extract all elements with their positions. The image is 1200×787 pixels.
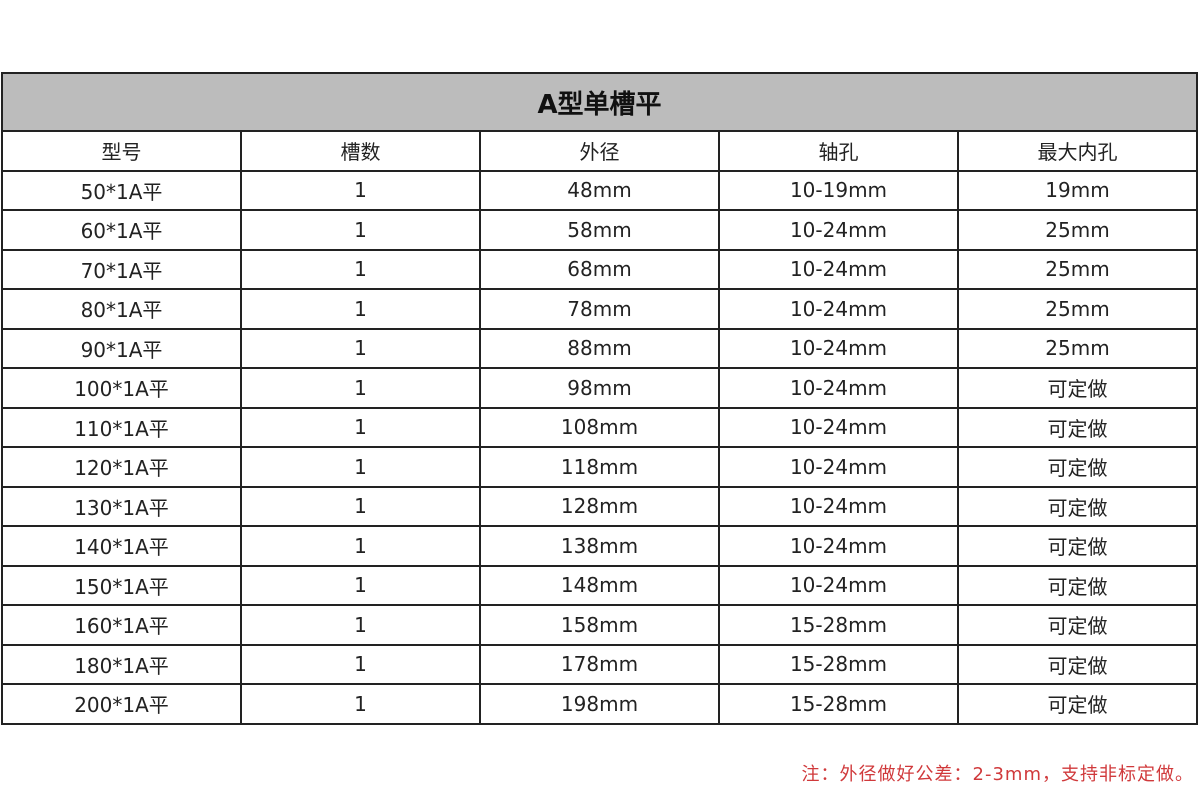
- table-cell: 可定做: [957, 604, 1198, 646]
- table-cell: 10-24mm: [718, 288, 959, 330]
- table-row: 160*1A平 1 158mm 15-28mm 可定做: [1, 604, 1198, 646]
- table-cell: 68mm: [479, 248, 720, 290]
- table-cell: 可定做: [957, 683, 1198, 725]
- table-cell: 10-24mm: [718, 367, 959, 409]
- table-cell: 108mm: [479, 406, 720, 448]
- table-cell: 148mm: [479, 564, 720, 606]
- table-cell: 25mm: [957, 327, 1198, 369]
- table-cell: 110*1A平: [1, 406, 242, 448]
- table-cell: 10-24mm: [718, 485, 959, 527]
- table-cell: 10-24mm: [718, 248, 959, 290]
- table-cell: 10-24mm: [718, 406, 959, 448]
- table-cell: 120*1A平: [1, 446, 242, 488]
- table-cell: 130*1A平: [1, 485, 242, 527]
- table-cell: 128mm: [479, 485, 720, 527]
- table-cell: 1: [240, 367, 481, 409]
- table-cell: 19mm: [957, 169, 1198, 211]
- table-row: 150*1A平 1 148mm 10-24mm 可定做: [1, 564, 1198, 606]
- table-row: 100*1A平 1 98mm 10-24mm 可定做: [1, 367, 1198, 409]
- table-cell: 98mm: [479, 367, 720, 409]
- table-cell: 1: [240, 525, 481, 567]
- table-cell: 1: [240, 564, 481, 606]
- table-cell: 1: [240, 446, 481, 488]
- table-row: 120*1A平 1 118mm 10-24mm 可定做: [1, 446, 1198, 488]
- table-cell: 可定做: [957, 643, 1198, 685]
- table-cell: 140*1A平: [1, 525, 242, 567]
- table-cell: 1: [240, 683, 481, 725]
- table-cell: 可定做: [957, 564, 1198, 606]
- table-cell: 可定做: [957, 525, 1198, 567]
- table-cell: 1: [240, 604, 481, 646]
- table-cell: 1: [240, 643, 481, 685]
- table-cell: 10-24mm: [718, 327, 959, 369]
- table-cell: 78mm: [479, 288, 720, 330]
- table-row: 60*1A平 1 58mm 10-24mm 25mm: [1, 209, 1198, 251]
- table-row: 130*1A平 1 128mm 10-24mm 可定做: [1, 485, 1198, 527]
- table-cell: 178mm: [479, 643, 720, 685]
- table-cell: 可定做: [957, 485, 1198, 527]
- table-cell: 15-28mm: [718, 683, 959, 725]
- table-cell: 158mm: [479, 604, 720, 646]
- table-cell: 60*1A平: [1, 209, 242, 251]
- column-header: 外径: [479, 130, 720, 172]
- table-cell: 180*1A平: [1, 643, 242, 685]
- table-row: 140*1A平 1 138mm 10-24mm 可定做: [1, 525, 1198, 567]
- table-cell: 可定做: [957, 367, 1198, 409]
- column-header: 轴孔: [718, 130, 959, 172]
- table-cell: 100*1A平: [1, 367, 242, 409]
- table-cell: 25mm: [957, 248, 1198, 290]
- table-row: 110*1A平 1 108mm 10-24mm 可定做: [1, 406, 1198, 448]
- table-cell: 10-24mm: [718, 564, 959, 606]
- table-cell: 70*1A平: [1, 248, 242, 290]
- table-cell: 1: [240, 209, 481, 251]
- table-cell: 10-24mm: [718, 209, 959, 251]
- table-row: 50*1A平 1 48mm 10-19mm 19mm: [1, 169, 1198, 211]
- table-cell: 48mm: [479, 169, 720, 211]
- table-row: 200*1A平 1 198mm 15-28mm 可定做: [1, 683, 1198, 725]
- column-header: 型号: [1, 130, 242, 172]
- table-cell: 118mm: [479, 446, 720, 488]
- table-title: A型单槽平: [1, 72, 1198, 132]
- tolerance-note: 注：外径做好公差：2-3mm，支持非标定做。: [801, 764, 1194, 785]
- table-row: 80*1A平 1 78mm 10-24mm 25mm: [1, 288, 1198, 330]
- table-cell: 1: [240, 327, 481, 369]
- table-row: 90*1A平 1 88mm 10-24mm 25mm: [1, 327, 1198, 369]
- table-cell: 10-24mm: [718, 446, 959, 488]
- spec-table: A型单槽平 型号 槽数 外径 轴孔 最大内孔 50*1A平 1 48mm 10-19mm 19m…: [1, 72, 1198, 725]
- table-cell: 50*1A平: [1, 169, 242, 211]
- column-header: 槽数: [240, 130, 481, 172]
- table-cell: 15-28mm: [718, 643, 959, 685]
- table-cell: 80*1A平: [1, 288, 242, 330]
- column-header: 最大内孔: [957, 130, 1198, 172]
- table-cell: 160*1A平: [1, 604, 242, 646]
- table-cell: 1: [240, 485, 481, 527]
- table-cell: 1: [240, 406, 481, 448]
- table-cell: 10-19mm: [718, 169, 959, 211]
- table-cell: 10-24mm: [718, 525, 959, 567]
- header-row: 型号 槽数 外径 轴孔 最大内孔: [1, 130, 1198, 172]
- table-cell: 58mm: [479, 209, 720, 251]
- table-cell: 138mm: [479, 525, 720, 567]
- table-cell: 200*1A平: [1, 683, 242, 725]
- table-cell: 1: [240, 169, 481, 211]
- table-cell: 90*1A平: [1, 327, 242, 369]
- table-cell: 1: [240, 288, 481, 330]
- table-cell: 150*1A平: [1, 564, 242, 606]
- table-cell: 25mm: [957, 288, 1198, 330]
- table-cell: 可定做: [957, 446, 1198, 488]
- table-cell: 15-28mm: [718, 604, 959, 646]
- table-cell: 198mm: [479, 683, 720, 725]
- table-cell: 88mm: [479, 327, 720, 369]
- table-cell: 25mm: [957, 209, 1198, 251]
- table-row: 180*1A平 1 178mm 15-28mm 可定做: [1, 643, 1198, 685]
- table-cell: 1: [240, 248, 481, 290]
- table-cell: 可定做: [957, 406, 1198, 448]
- table-row: 70*1A平 1 68mm 10-24mm 25mm: [1, 248, 1198, 290]
